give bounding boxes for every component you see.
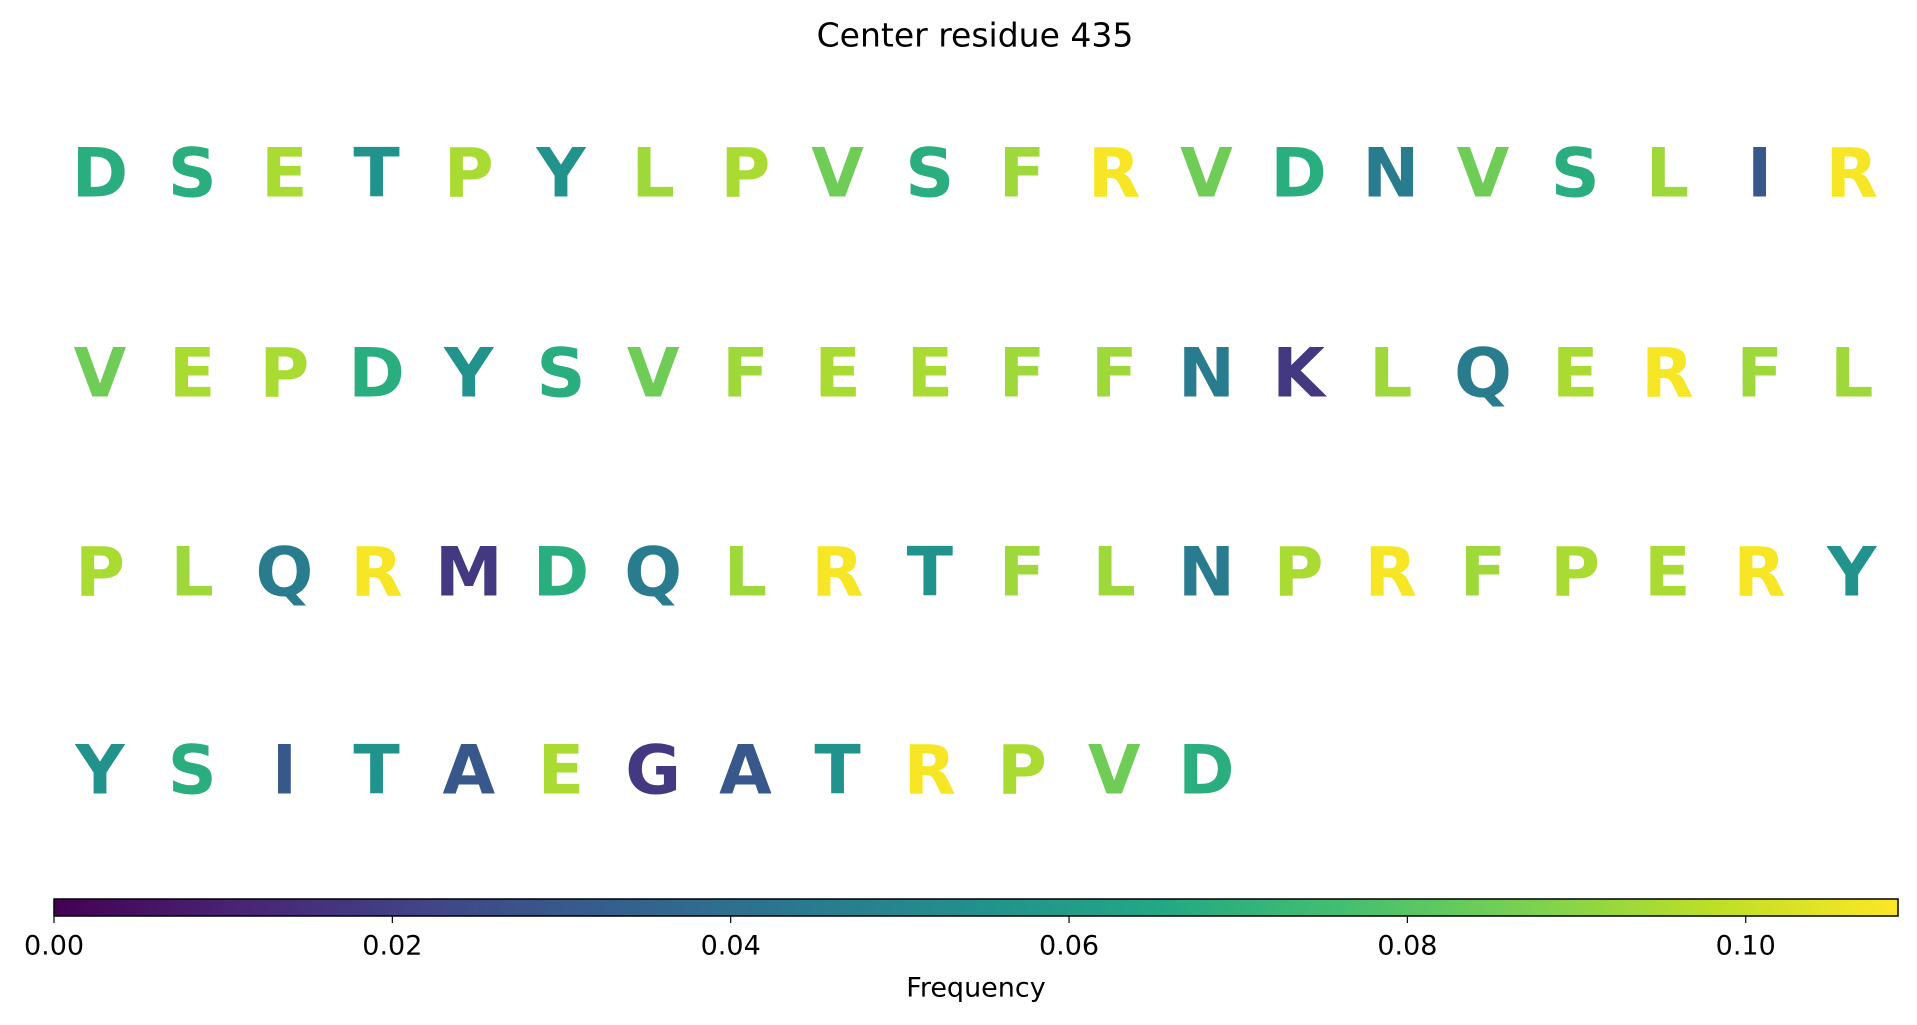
colorbar-tick-label: 0.02 — [362, 931, 422, 962]
residue: E — [538, 732, 584, 811]
colorbar-tick-label: 0.10 — [1716, 931, 1776, 962]
colorbar-tick-label: 0.00 — [24, 931, 84, 962]
residue: Q — [255, 534, 313, 613]
residue: F — [1091, 335, 1137, 414]
residue: Y — [535, 135, 586, 214]
residue: N — [1362, 135, 1419, 214]
residue: E — [261, 135, 307, 214]
residue: E — [1644, 534, 1690, 613]
residue: L — [1830, 335, 1873, 414]
residue: L — [724, 534, 767, 613]
residue: Y — [1826, 534, 1877, 613]
residue: M — [435, 534, 503, 613]
residue: E — [169, 335, 215, 414]
colorbar-tick-label: 0.04 — [701, 931, 761, 962]
residue: Y — [74, 732, 125, 811]
residue: S — [168, 732, 217, 811]
residue: P — [1550, 534, 1600, 613]
residue: R — [811, 534, 863, 613]
residue: D — [1270, 135, 1326, 214]
residue: E — [907, 335, 953, 414]
residue: L — [1093, 534, 1136, 613]
residue: A — [719, 732, 772, 811]
residue: R — [1641, 335, 1693, 414]
residue: L — [1646, 135, 1689, 214]
residue: K — [1272, 335, 1327, 414]
residue: L — [632, 135, 675, 214]
residue: F — [722, 335, 768, 414]
residue: V — [811, 135, 864, 214]
residue: R — [1365, 534, 1417, 613]
residue: T — [353, 135, 400, 214]
residue: P — [720, 135, 770, 214]
residue: Q — [1454, 335, 1512, 414]
residue: D — [348, 335, 404, 414]
residue: F — [999, 135, 1045, 214]
residue: R — [1088, 135, 1140, 214]
residue: S — [537, 335, 586, 414]
residue: T — [353, 732, 400, 811]
residue: V — [1457, 135, 1510, 214]
residue: F — [999, 335, 1045, 414]
residue: S — [1551, 135, 1600, 214]
colorbar-label: Frequency — [906, 973, 1046, 1004]
residue: D — [1178, 732, 1234, 811]
residue: P — [259, 335, 309, 414]
residue: D — [72, 135, 128, 214]
residue: R — [1733, 534, 1785, 613]
residue: V — [1180, 135, 1233, 214]
residue: S — [905, 135, 954, 214]
colorbar — [53, 898, 1899, 917]
residue: I — [1747, 135, 1772, 214]
residue: R — [1826, 135, 1878, 214]
residue: T — [907, 534, 954, 613]
residue: F — [1460, 534, 1506, 613]
residue: Y — [443, 335, 494, 414]
colorbar-tick-label: 0.06 — [1039, 931, 1099, 962]
residue: P — [1274, 534, 1324, 613]
residue: D — [533, 534, 589, 613]
residue: N — [1178, 534, 1235, 613]
residue: Q — [624, 534, 682, 613]
residue: N — [1178, 335, 1235, 414]
residue: L — [1369, 335, 1412, 414]
residue: E — [1552, 335, 1598, 414]
residue: V — [1088, 732, 1141, 811]
residue: E — [814, 335, 860, 414]
residue: L — [171, 534, 214, 613]
residue: F — [999, 534, 1045, 613]
residue: G — [625, 732, 681, 811]
residue: S — [168, 135, 217, 214]
residue: P — [997, 732, 1047, 811]
chart-title: Center residue 435 — [817, 16, 1134, 55]
residue: R — [904, 732, 956, 811]
residue: P — [75, 534, 125, 613]
residue: V — [74, 335, 127, 414]
residue: F — [1736, 335, 1782, 414]
residue: I — [272, 732, 297, 811]
residue: A — [442, 732, 495, 811]
residue: V — [627, 335, 680, 414]
residue: T — [814, 732, 861, 811]
colorbar-tick-label: 0.08 — [1377, 931, 1437, 962]
residue: R — [350, 534, 402, 613]
residue: P — [444, 135, 494, 214]
